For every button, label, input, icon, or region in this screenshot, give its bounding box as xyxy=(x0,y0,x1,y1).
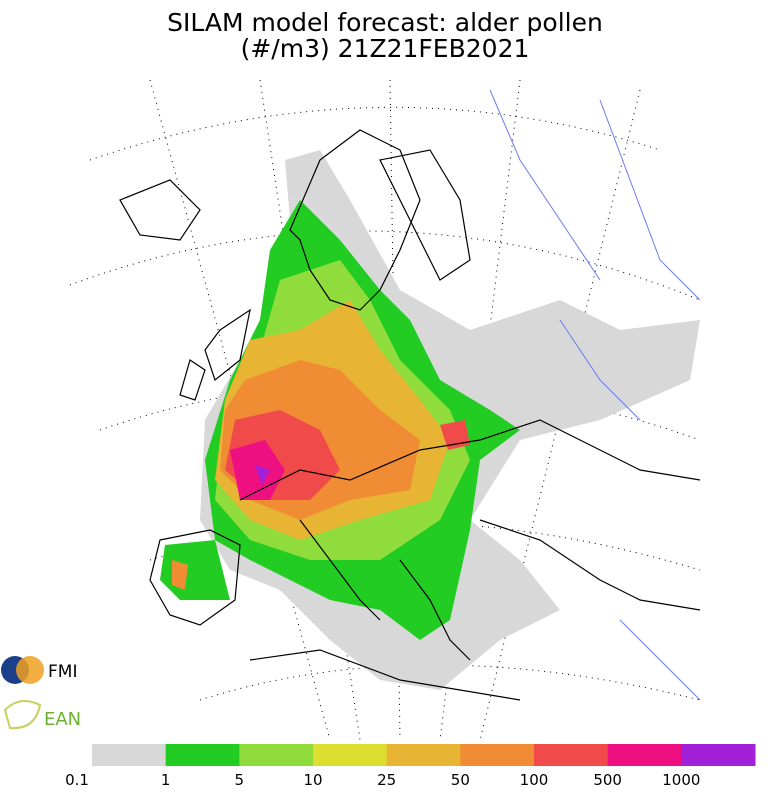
legend-swatch xyxy=(386,744,461,766)
legend-label: 50 xyxy=(451,771,470,789)
ean-logo: EAN xyxy=(3,700,81,730)
coastlines xyxy=(119,129,701,701)
title-line: (#/m3) 21Z21FEB2021 xyxy=(240,34,530,63)
legend-swatch xyxy=(92,744,167,766)
legend-swatch xyxy=(607,744,682,766)
legend-label: 1 xyxy=(161,771,171,789)
title-line: SILAM model forecast: alder pollen xyxy=(167,8,603,37)
legend-label: 5 xyxy=(235,771,245,789)
legend-swatch xyxy=(460,744,535,766)
legend-label: 0.1 xyxy=(65,771,89,789)
legend-label: 100 xyxy=(520,771,549,789)
legend-label: 500 xyxy=(593,771,622,789)
legend-swatch xyxy=(239,744,314,766)
legend-label: 25 xyxy=(377,771,396,789)
legend-swatch xyxy=(165,744,240,766)
legend-label: 1000 xyxy=(662,771,700,789)
legend-swatch xyxy=(534,744,609,766)
logo-text: EAN xyxy=(44,709,81,730)
fmi-logo: FMI xyxy=(1,656,77,684)
legend: 0.1 1 5 10 25 50 100 500 1000 xyxy=(65,744,756,789)
rivers xyxy=(489,89,701,701)
logo-text: FMI xyxy=(48,662,77,682)
legend-swatch xyxy=(681,744,756,766)
legend-label: 10 xyxy=(303,771,322,789)
pollen-field xyxy=(160,150,700,690)
legend-swatch xyxy=(313,744,388,766)
